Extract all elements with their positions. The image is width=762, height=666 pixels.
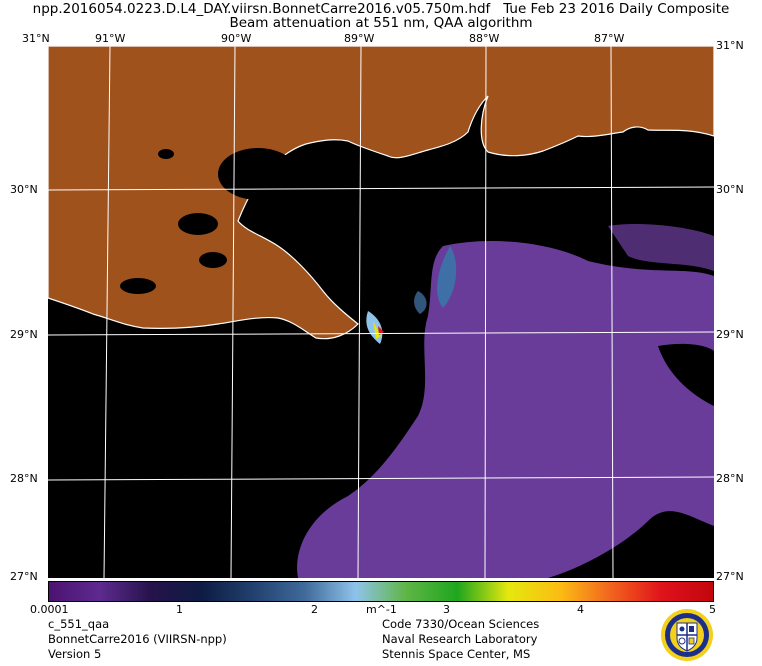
corner-lat-top-left: 31°N xyxy=(22,32,50,45)
org-name: Naval Research Laboratory xyxy=(382,632,538,646)
colorbar-label-4: 4 xyxy=(577,603,584,616)
org-place: Stennis Space Center, MS xyxy=(382,647,531,661)
region-name: BonnetCarre2016 (VIIRSN-npp) xyxy=(48,632,227,646)
footer-org: Code 7330/Ocean Sciences Naval Research … xyxy=(382,617,539,662)
version-text: Version 5 xyxy=(48,647,102,661)
map-subtitle: Beam attenuation at 551 nm, QAA algorith… xyxy=(229,15,533,31)
colorbar-label-3: 3 xyxy=(443,603,450,616)
colorbar-label-1: 1 xyxy=(176,603,183,616)
lat-label-30n-left: 30°N xyxy=(10,183,38,196)
product-name: c_551_qaa xyxy=(48,617,110,631)
colorbar-unit: m^-1 xyxy=(366,603,397,616)
lakes xyxy=(120,148,298,294)
lon-label-90w: 90°W xyxy=(221,32,252,45)
lat-label-29n-left: 29°N xyxy=(10,328,38,341)
footer-left: c_551_qaa BonnetCarre2016 (VIIRSN-npp) V… xyxy=(48,617,227,662)
lon-label-88w: 88°W xyxy=(469,32,500,45)
title-line-1: npp.2016054.0223.D.L4_DAY.viirsn.BonnetC… xyxy=(0,2,762,17)
lat-label-29n-right: 29°N xyxy=(716,328,744,341)
filename-text: npp.2016054.0223.D.L4_DAY.viirsn.BonnetC… xyxy=(32,1,491,17)
sediment-plume xyxy=(297,224,714,578)
corner-lat-bottom-left: 27°N xyxy=(10,570,38,583)
corner-lat-bottom-right: 27°N xyxy=(716,570,744,583)
lat-label-30n-right: 30°N xyxy=(716,183,744,196)
lat-label-28n-right: 28°N xyxy=(716,472,744,485)
map-panel xyxy=(48,46,714,578)
lon-label-91w: 91°W xyxy=(95,32,126,45)
graticule xyxy=(48,46,714,578)
lon-label-87w: 87°W xyxy=(594,32,625,45)
colorbar-label-min: 0.0001 xyxy=(30,603,69,616)
colorbar xyxy=(48,581,714,602)
corner-lat-top-right: 31°N xyxy=(716,39,744,52)
org-code: Code 7330/Ocean Sciences xyxy=(382,617,540,631)
colorbar-label-2: 2 xyxy=(311,603,318,616)
map-svg xyxy=(48,46,714,578)
colorbar-label-max: 5 xyxy=(709,603,716,616)
nrl-seal-logo xyxy=(660,608,714,662)
date-text: Tue Feb 23 2016 Daily Composite xyxy=(503,1,730,17)
lon-label-89w: 89°W xyxy=(344,32,375,45)
turbid-river-mouth xyxy=(366,246,457,344)
lat-label-28n-left: 28°N xyxy=(10,472,38,485)
